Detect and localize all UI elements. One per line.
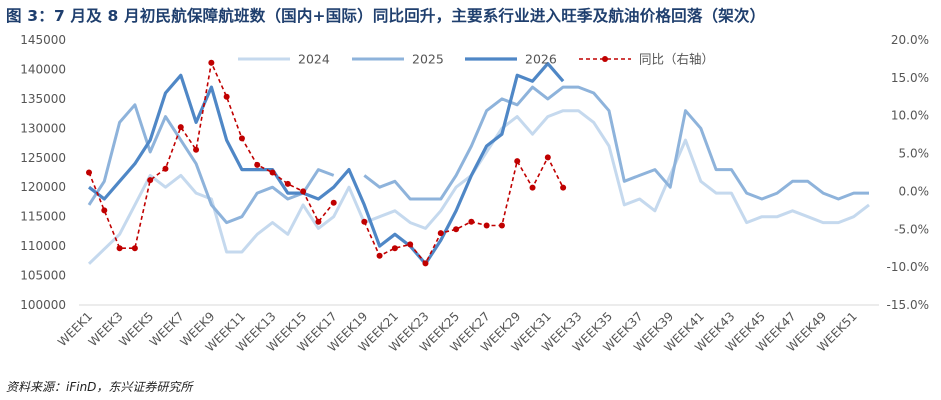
legend-label: 2025 xyxy=(412,52,444,67)
series-line xyxy=(363,85,869,201)
data-point xyxy=(254,161,261,168)
data-point xyxy=(315,218,322,225)
right-axis-tick-label: 20.0% xyxy=(891,33,929,47)
legend: 2024 2025 2026 同比（右轴） xyxy=(238,52,714,67)
data-point xyxy=(300,188,307,195)
data-point xyxy=(437,230,444,237)
data-point xyxy=(468,218,475,225)
data-point xyxy=(544,154,551,161)
right-axis-tick-label: 0.0% xyxy=(899,184,930,198)
data-point xyxy=(361,218,368,225)
data-point xyxy=(269,169,276,176)
data-point xyxy=(514,158,521,165)
legend-item: 2026 xyxy=(465,52,557,67)
left-axis-tick-label: 110000 xyxy=(20,239,66,253)
series-layer xyxy=(86,59,870,267)
left-axis-tick-label: 145000 xyxy=(20,33,66,47)
series-yoy xyxy=(86,59,567,267)
left-axis-tick-label: 140000 xyxy=(20,62,66,76)
legend-item: 同比（右轴） xyxy=(579,52,714,67)
data-point xyxy=(391,245,398,252)
right-axis-tick-label: -10.0% xyxy=(887,260,929,274)
data-point xyxy=(560,184,567,191)
data-point xyxy=(330,199,337,206)
series-line xyxy=(87,103,335,225)
data-point xyxy=(483,222,490,229)
data-point xyxy=(498,222,505,229)
data-point xyxy=(101,207,108,214)
left-axis-tick-label: 125000 xyxy=(20,151,66,165)
right-axis-tick-label: -5.0% xyxy=(894,222,929,236)
data-point xyxy=(376,252,383,259)
series-line xyxy=(88,62,565,266)
legend-item: 2025 xyxy=(352,52,444,67)
data-point xyxy=(208,59,215,66)
data-point xyxy=(238,135,245,142)
left-axis-tick-label: 130000 xyxy=(20,121,66,135)
axes: 100000 105000 110000 115000 120000 125000 1300… xyxy=(20,33,929,355)
data-point xyxy=(407,241,414,248)
legend-item: 2024 xyxy=(238,52,330,67)
right-axis-tick-label: -15.0% xyxy=(887,298,929,312)
right-axis-tick-label: 10.0% xyxy=(891,109,929,123)
data-point xyxy=(453,226,460,233)
left-axis-tick-label: 120000 xyxy=(20,180,66,194)
data-point xyxy=(284,180,291,187)
series-2025 xyxy=(87,85,869,225)
legend-label: 2024 xyxy=(298,52,330,67)
left-axis-tick-label: 135000 xyxy=(20,92,66,106)
legend-label: 同比（右轴） xyxy=(639,52,714,67)
legend-swatch-marker xyxy=(602,56,608,62)
series-2026 xyxy=(88,62,565,266)
data-point xyxy=(116,245,123,252)
left-axis-tick-label: 100000 xyxy=(20,298,66,312)
data-point xyxy=(86,169,92,176)
data-point xyxy=(177,124,184,131)
right-axis-tick-label: 5.0% xyxy=(899,147,930,161)
data-point xyxy=(422,260,429,267)
left-axis-tick-label: 115000 xyxy=(20,210,66,224)
data-point xyxy=(147,177,154,184)
data-point xyxy=(193,146,200,153)
legend-label: 2026 xyxy=(525,52,557,67)
data-point xyxy=(131,245,138,252)
left-axis-tick-label: 105000 xyxy=(20,269,66,283)
source-note: 资料来源：iFinD，东兴证券研究所 xyxy=(6,380,193,394)
right-axis-tick-label: 15.0% xyxy=(891,71,929,85)
data-point xyxy=(162,165,169,172)
data-point xyxy=(223,93,230,100)
chart-title: 图 3：7 月及 8 月初民航保障航班数（国内+国际）同比回升，主要系行业进入旺… xyxy=(6,7,766,25)
data-point xyxy=(529,184,536,191)
